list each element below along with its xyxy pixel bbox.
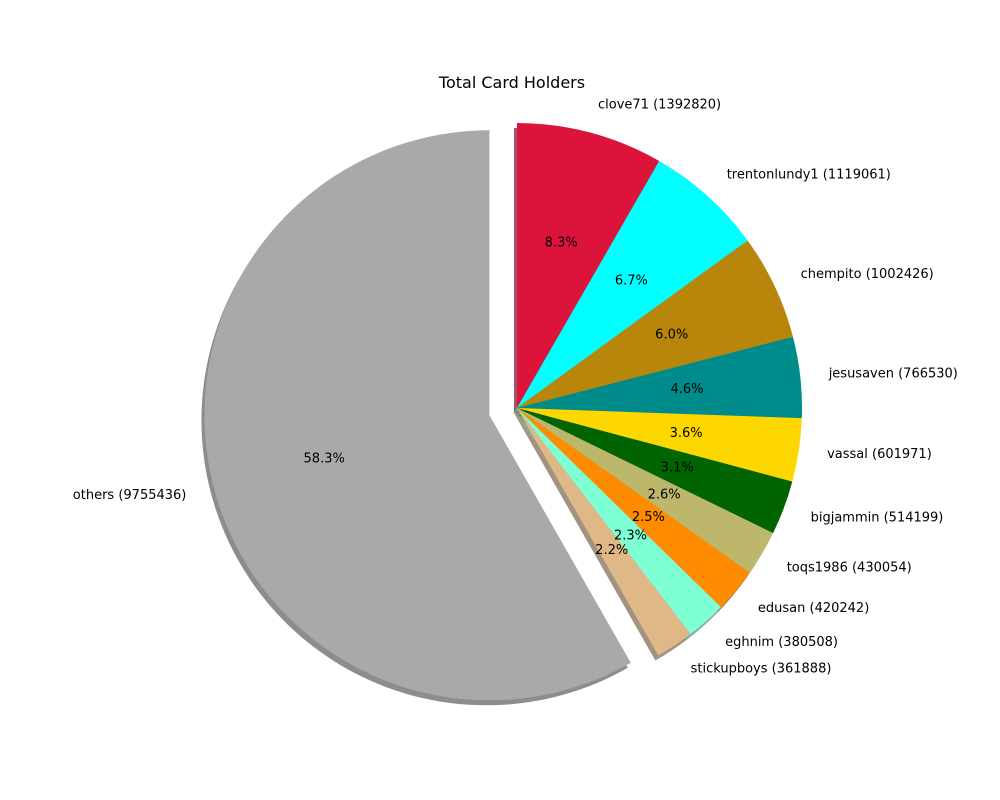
pie-slice-toqs1986 (517, 408, 774, 573)
slice-label-clove71: clove71 (1392820) (598, 98, 721, 113)
slice-label-others: others (9755436) (73, 488, 187, 503)
slice-pct-vassal: 3.6% (670, 426, 703, 441)
slice-label-trentonlundy1: trentonlundy1 (1119061) (727, 167, 891, 182)
pie-slice-jesusaven (517, 336, 802, 419)
pie-slice-edusan (517, 408, 750, 608)
slice-pct-chempito: 6.0% (655, 328, 688, 343)
slice-label-vassal: vassal (601971) (827, 447, 932, 462)
pie-slice-others (204, 130, 631, 701)
slice-pct-clove71: 8.3% (545, 235, 578, 250)
slice-pct-trentonlundy1: 6.7% (615, 273, 648, 288)
slice-label-edusan: edusan (420242) (758, 601, 869, 616)
slice-label-jesusaven: jesusaven (766530) (828, 367, 958, 382)
pie-slice-trentonlundy1 (517, 161, 748, 408)
label-layer: clove71 (1392820) 8.3% trentonlundy1 (1119… (73, 98, 958, 677)
slice-pct-toqs1986: 2.6% (648, 488, 681, 503)
slice-pct-jesusaven: 4.6% (670, 382, 703, 397)
slice-pct-others: 58.3% (304, 452, 345, 467)
pie-slice-eghnim (517, 408, 721, 635)
slice-pct-edusan: 2.5% (632, 510, 665, 525)
pie-slice-chempito (517, 240, 793, 408)
slice-label-toqs1986: toqs1986 (430054) (787, 560, 912, 575)
slice-pct-stickupboys: 2.2% (595, 543, 628, 558)
slice-label-stickupboys: stickupboys (361888) (691, 662, 832, 677)
chart-title: Total Card Holders (438, 73, 585, 92)
slice-label-chempito: chempito (1002426) (801, 267, 934, 282)
slice-pct-eghnim: 2.3% (614, 528, 647, 543)
pie-slice-stickupboys (517, 408, 691, 656)
slice-pct-bigjammin: 3.1% (661, 460, 694, 475)
pie-slice-vassal (517, 408, 802, 482)
slice-label-bigjammin: bigjammin (514199) (811, 510, 944, 525)
slice-layer (204, 123, 802, 701)
slice-label-eghnim: eghnim (380508) (725, 635, 838, 650)
pie-slice-clove71 (517, 123, 660, 408)
pie-slice-bigjammin (517, 408, 793, 534)
